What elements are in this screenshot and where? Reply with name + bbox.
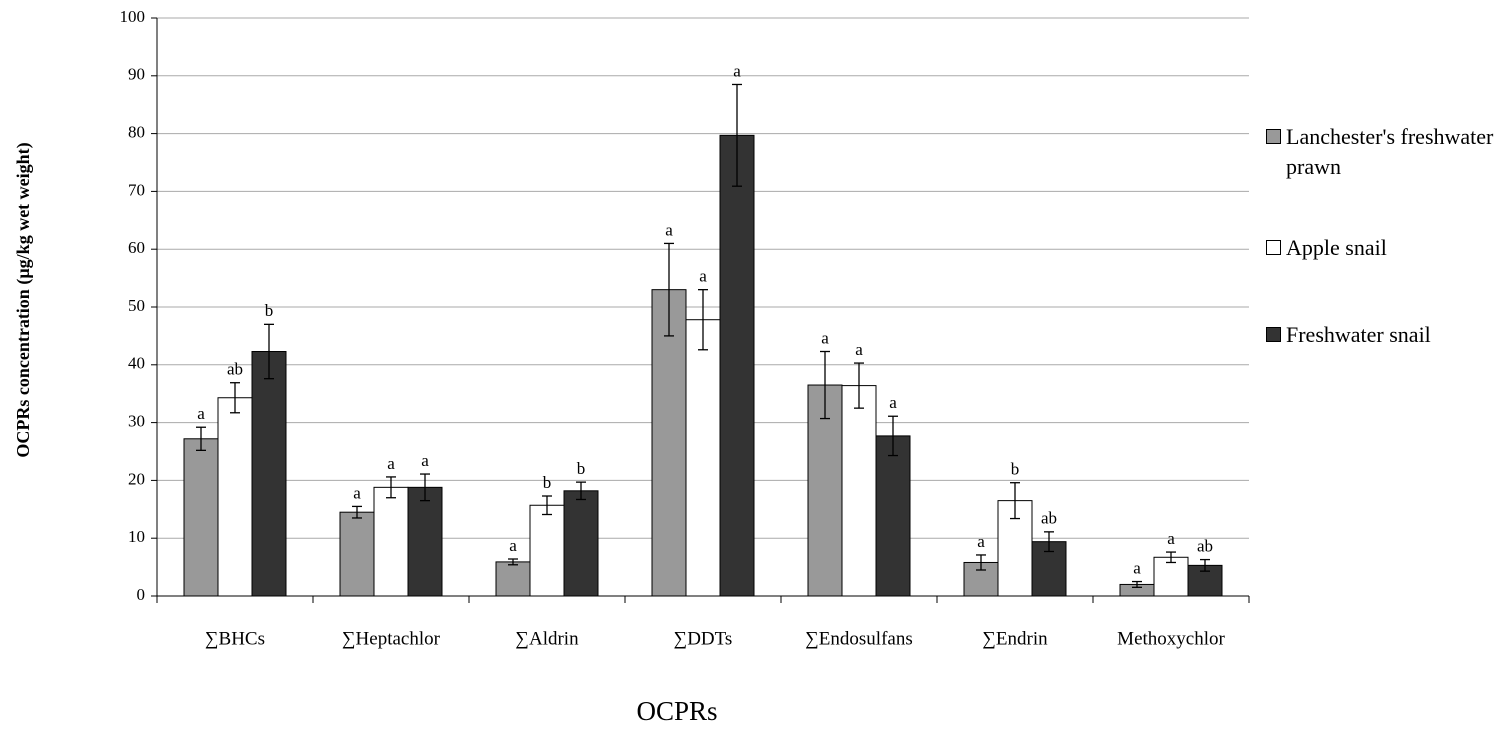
page: {"chart_data": {"type": "bar", "y_label"… [0,0,1506,756]
legend-label: Apple snail [1286,233,1506,263]
chart: OCPRs concentration (µg/kg wet weight) O… [0,0,1506,756]
legend-swatch [1266,129,1281,144]
significance-letter: ab [1041,509,1057,528]
x-tick-label: ∑BHCs [205,628,265,649]
y-tick-label: 90 [128,65,145,84]
legend-swatch [1266,240,1281,255]
x-tick-label: ∑Endosulfans [805,628,912,649]
x-tick-label: ∑Heptachlor [342,628,441,649]
y-tick-label: 50 [128,296,145,315]
significance-letter: a [509,536,517,555]
significance-letter: a [665,220,673,239]
y-axis-label: OCPRs concentration (µg/kg wet weight) [13,142,34,457]
legend-item: Apple snail [1266,233,1506,263]
significance-letter: a [977,532,985,551]
significance-letter: a [353,483,361,502]
significance-letter: b [1011,460,1020,479]
y-tick-label: 60 [128,238,145,257]
x-axis-label: OCPRs [636,696,717,726]
significance-letter: a [1133,558,1141,577]
bar [564,491,598,596]
significance-letter: a [1167,529,1175,548]
bar [184,439,218,596]
bar [496,562,530,596]
significance-letter: a [889,393,897,412]
significance-letter: ab [227,360,243,379]
significance-letter: ab [1197,536,1213,555]
significance-letter: b [577,459,586,478]
legend-item: Lanchester's freshwater prawn [1266,122,1506,182]
y-tick-label: 100 [120,7,146,26]
bar [340,512,374,596]
y-tick-label: 80 [128,123,145,142]
significance-letter: a [387,454,395,473]
x-tick-label: Methoxychlor [1117,628,1225,649]
bar [686,320,720,596]
y-tick-label: 40 [128,354,145,373]
significance-letter: a [197,404,205,423]
bar [842,386,876,596]
legend-label: Freshwater snail [1286,320,1506,350]
y-tick-label: 20 [128,469,145,488]
y-tick-label: 10 [128,527,145,546]
significance-letter: a [421,451,429,470]
y-tick-label: 30 [128,412,145,431]
x-tick-label: ∑Aldrin [515,628,579,649]
significance-letter: b [543,473,552,492]
y-tick-label: 0 [137,585,146,604]
bar [876,436,910,596]
x-tick-label: ∑DDTs [674,628,733,649]
significance-letter: a [855,340,863,359]
significance-letter: a [821,328,829,347]
bar [252,352,286,596]
legend-item: Freshwater snail [1266,320,1506,350]
bar [530,505,564,596]
bar [374,487,408,596]
significance-letter: a [733,61,741,80]
bar [720,135,754,596]
y-tick-label: 70 [128,180,145,199]
legend-swatch [1266,327,1281,342]
x-tick-label: ∑Endrin [982,628,1048,649]
legend-label: Lanchester's freshwater prawn [1286,122,1506,182]
significance-letter: a [699,267,707,286]
bar [408,487,442,596]
bar [218,398,252,596]
significance-letter: b [265,301,274,320]
